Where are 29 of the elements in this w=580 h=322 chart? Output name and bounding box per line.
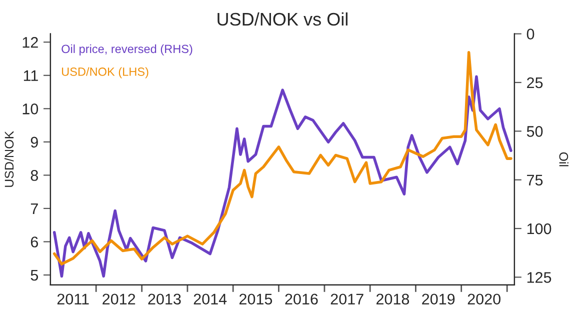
x-tick-label: 2014 <box>194 294 227 305</box>
x-tick-label: 2016 <box>285 294 318 305</box>
chart-title: USD/NOK vs Oil <box>218 12 348 26</box>
y-tick-label: 6 <box>30 236 38 248</box>
x-tick-label: 2020 <box>468 294 500 305</box>
x-tick-label: 2019 <box>422 294 455 305</box>
y2-tick-label: 0 <box>526 28 534 40</box>
y2-tick-label: 125 <box>527 272 552 283</box>
y-tick-label: 8 <box>30 170 38 181</box>
y2-tick-label: 75 <box>527 174 543 186</box>
x-tick-label: 2017 <box>330 294 364 305</box>
x-tick-label: 2011 <box>57 294 89 305</box>
x-tick-label: 2015 <box>239 294 272 305</box>
text: Oil price, reversed (RHS) <box>62 44 192 56</box>
y-tick-label: 7 <box>30 203 38 214</box>
y-axis-title: USD/NOK <box>4 131 14 187</box>
y2-axis-title: Oil <box>559 152 568 166</box>
y2-tick-label: 100 <box>527 223 552 234</box>
y-tick-label: 12 <box>22 36 38 48</box>
y2-tick-label: 25 <box>527 77 543 88</box>
x-tick-label: 2013 <box>148 294 181 305</box>
x-tick-label: 2012 <box>102 294 136 305</box>
y-tick-label: 9 <box>30 136 38 148</box>
x-tick-label: 2018 <box>376 294 410 305</box>
y2-tick-label: 50 <box>526 126 543 137</box>
y-tick-label: 11 <box>24 70 38 81</box>
text: USD/NOK (LHS) <box>62 67 148 78</box>
y-tick-label: 5 <box>30 270 38 281</box>
y-tick-label: 10 <box>22 104 38 114</box>
